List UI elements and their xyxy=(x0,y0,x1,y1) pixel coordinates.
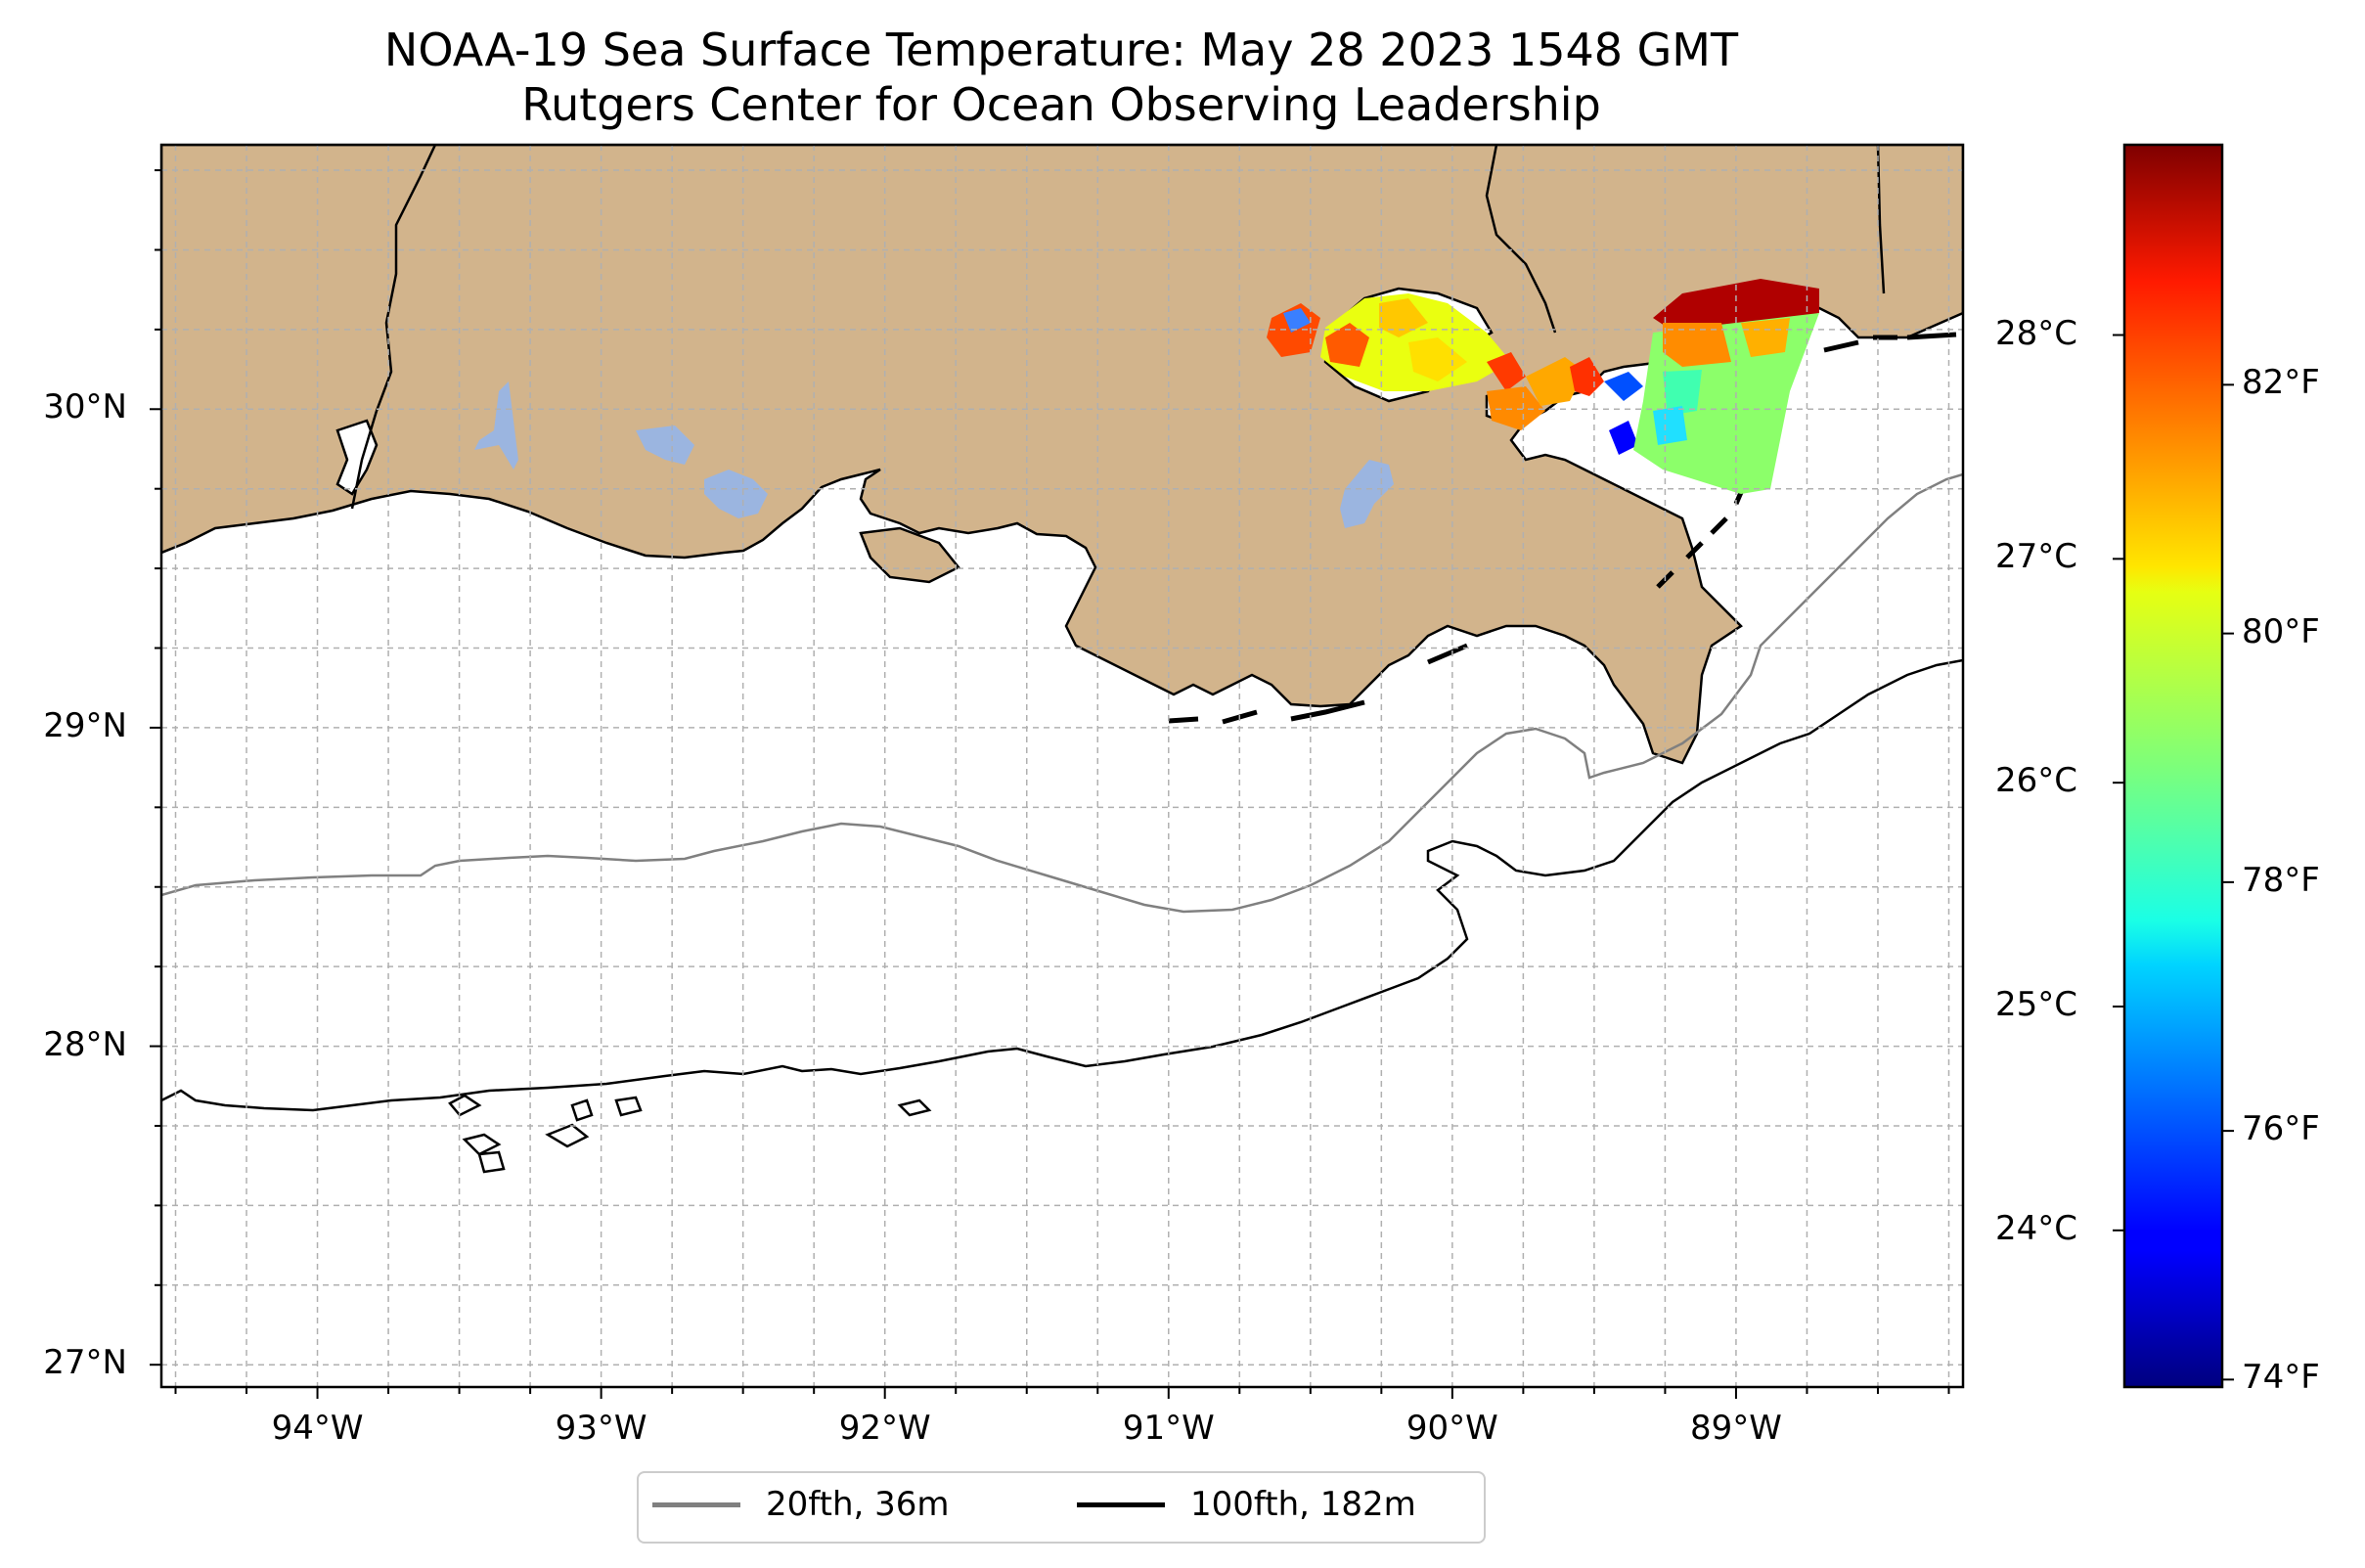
colorbar-label-celsius: 27°C xyxy=(1995,537,2078,577)
colorbar-label-fahrenheit: 80°F xyxy=(2242,611,2320,651)
isobath-100fth xyxy=(161,658,1963,1112)
al-barrier-island xyxy=(1906,332,1957,340)
colorbar-label-fahrenheit: 82°F xyxy=(2242,363,2320,403)
colorbar-label-celsius: 26°C xyxy=(1995,761,2078,801)
colorbar-label-fahrenheit: 76°F xyxy=(2242,1109,2320,1149)
legend-swatch-20fth xyxy=(652,1501,740,1507)
legend: 20fth, 36m 100fth, 182m xyxy=(637,1471,1486,1544)
colorbar-ticks xyxy=(2113,334,2234,1381)
map-subtitle: Rutgers Center for Ocean Observing Leade… xyxy=(521,78,1601,131)
map-title: NOAA-19 Sea Surface Temperature: May 28 … xyxy=(383,23,1739,76)
barrier-island xyxy=(1290,699,1365,722)
colorbar xyxy=(2122,143,2224,1389)
axis-ticks xyxy=(150,169,1950,1399)
lon-label: 93°W xyxy=(555,1409,647,1448)
legend-swatch-100fth xyxy=(1077,1501,1165,1507)
lon-label: 91°W xyxy=(1122,1409,1215,1448)
grand-lake xyxy=(636,426,694,465)
barrier-island xyxy=(1168,716,1199,724)
lat-label: 28°N xyxy=(43,1024,127,1064)
isobath-20fth xyxy=(161,472,1963,914)
sst-swath xyxy=(1267,279,1819,494)
map-gridlines xyxy=(161,145,1963,1387)
barrier-island xyxy=(1427,643,1468,665)
lat-label: 29°N xyxy=(43,705,127,745)
legend-label-20fth: 20fth, 36m xyxy=(766,1485,950,1524)
white-lake xyxy=(704,470,768,518)
legend-item-20fth: 20fth, 36m xyxy=(652,1485,950,1524)
tx-la-border xyxy=(350,145,437,510)
lon-label: 92°W xyxy=(838,1409,931,1448)
lon-label: 89°W xyxy=(1689,1409,1782,1448)
colorbar-label-celsius: 24°C xyxy=(1995,1208,2078,1248)
lat-label: 30°N xyxy=(43,387,127,427)
lake-salvador xyxy=(1340,460,1394,528)
map-frame xyxy=(159,143,1965,1389)
colorbar-label-fahrenheit: 78°F xyxy=(2242,860,2320,900)
colorbar-label-fahrenheit: 74°F xyxy=(2242,1358,2320,1398)
calcasieu-lake xyxy=(474,381,518,470)
sabine-lake xyxy=(335,419,379,496)
colorbar-label-celsius: 25°C xyxy=(1995,984,2078,1024)
colorbar-label-celsius: 28°C xyxy=(1995,313,2078,353)
lon-label: 94°W xyxy=(271,1409,364,1448)
bank-contours xyxy=(448,1094,932,1174)
legend-item-100fth: 100fth, 182m xyxy=(1077,1485,1416,1524)
lon-label: 90°W xyxy=(1406,1409,1498,1448)
legend-label-100fth: 100fth, 182m xyxy=(1190,1485,1416,1524)
ms-barrier-islands xyxy=(1823,335,1897,353)
lat-label: 27°N xyxy=(43,1343,127,1383)
